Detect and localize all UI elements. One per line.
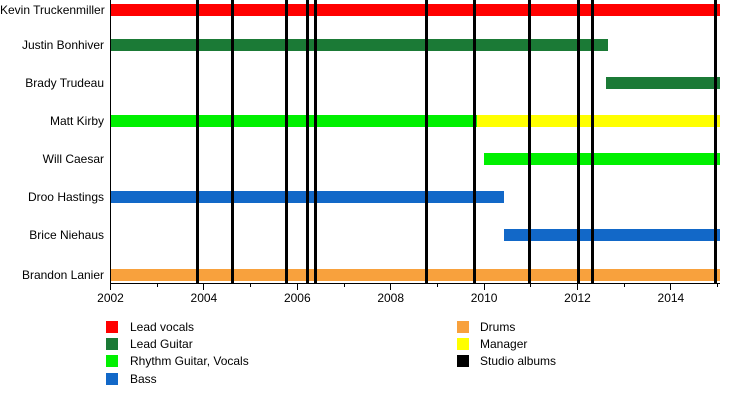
studio-album-line bbox=[714, 0, 718, 283]
member-label: Brady Trudeau bbox=[25, 76, 104, 90]
legend-swatch-lead-guitar bbox=[106, 338, 118, 351]
legend-label: Bass bbox=[130, 371, 157, 386]
x-axis-major-tick bbox=[670, 283, 672, 290]
x-axis-minor-tick bbox=[717, 283, 719, 287]
x-axis-tick-label: 2002 bbox=[97, 291, 124, 305]
legend-label: Drums bbox=[480, 320, 516, 334]
x-axis-major-tick bbox=[110, 283, 111, 290]
x-axis-tick-label: 2010 bbox=[470, 291, 498, 305]
member-tenure-bar bbox=[110, 39, 608, 51]
studio-album-line bbox=[306, 0, 310, 283]
y-axis-line bbox=[109, 0, 111, 283]
member-tenure-bar bbox=[110, 4, 720, 16]
member-label: Kevin Truckenmiller bbox=[0, 3, 105, 17]
x-axis-tick-label: 2008 bbox=[377, 291, 405, 305]
x-axis-minor-tick bbox=[623, 283, 625, 287]
studio-album-line bbox=[591, 0, 595, 283]
legend-swatch-studio-albums bbox=[457, 355, 469, 368]
legend-swatch-drums bbox=[457, 321, 469, 333]
x-axis-minor-tick bbox=[250, 283, 252, 287]
studio-album-line bbox=[425, 0, 429, 283]
x-axis-tick-label: 2012 bbox=[564, 291, 591, 305]
member-label: Droo Hastings bbox=[27, 190, 104, 204]
member-tenure-bar bbox=[110, 269, 720, 281]
legend-swatch-manager bbox=[457, 338, 469, 351]
legend-label: Manager bbox=[480, 337, 528, 352]
member-label: Brandon Lanier bbox=[21, 268, 104, 282]
member-tenure-bar bbox=[484, 153, 720, 165]
x-axis-tick-label: 2004 bbox=[190, 291, 218, 305]
legend-swatch-lead-vocals bbox=[106, 321, 118, 333]
legend-label: Studio albums bbox=[480, 354, 557, 369]
member-tenure-bar bbox=[503, 229, 720, 241]
member-tenure-bar bbox=[605, 77, 720, 89]
x-axis-major-tick bbox=[483, 283, 485, 290]
member-label: Justin Bonhiver bbox=[21, 38, 104, 52]
studio-album-line bbox=[285, 0, 289, 283]
x-axis-minor-tick bbox=[156, 283, 158, 287]
x-axis-minor-tick bbox=[436, 283, 438, 287]
x-axis-major-tick bbox=[296, 283, 298, 290]
x-axis-line bbox=[109, 283, 720, 284]
x-axis-tick-label: 2014 bbox=[657, 291, 685, 305]
x-axis-tick-label: 2006 bbox=[283, 291, 311, 305]
legend-label: Rhythm Guitar, Vocals bbox=[130, 354, 249, 369]
legend-swatch-rhythm-guitar-vocals bbox=[106, 355, 118, 368]
legend-swatch-bass bbox=[106, 372, 118, 385]
studio-album-line bbox=[576, 0, 580, 283]
x-axis-major-tick bbox=[577, 283, 578, 290]
member-tenure-bar bbox=[477, 115, 720, 127]
x-axis-minor-tick bbox=[530, 283, 532, 287]
x-axis-major-tick bbox=[390, 283, 392, 290]
x-axis-minor-tick bbox=[343, 283, 345, 287]
member-label: Will Caesar bbox=[42, 152, 104, 166]
member-tenure-bar bbox=[110, 115, 478, 127]
x-axis-major-tick bbox=[203, 283, 205, 290]
studio-album-line bbox=[196, 0, 200, 283]
member-label: Brice Niehaus bbox=[29, 228, 104, 242]
member-label: Matt Kirby bbox=[49, 114, 104, 128]
studio-album-line bbox=[473, 0, 477, 283]
studio-album-line bbox=[314, 0, 318, 283]
studio-album-line bbox=[527, 0, 531, 283]
studio-album-line bbox=[231, 0, 235, 283]
legend-label: Lead Guitar bbox=[130, 337, 193, 352]
legend-label: Lead vocals bbox=[130, 320, 195, 334]
